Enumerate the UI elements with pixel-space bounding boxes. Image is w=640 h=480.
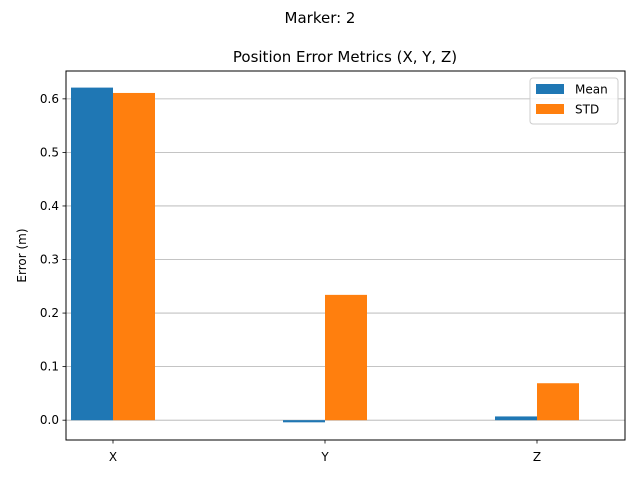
bar-std-z [537,383,579,421]
bar-mean-y [283,420,325,423]
y-axis-label: Error (m) [15,228,29,282]
y-tick-label: 0.5 [40,145,59,159]
y-tick-label: 0.6 [40,92,59,106]
plot-frame [65,70,626,441]
x-tick-label: Y [320,450,329,464]
legend-label-std: STD [575,103,599,117]
x-axis-ticks: X Y Z [109,440,541,464]
chart-title: Position Error Metrics (X, Y, Z) [233,48,457,66]
bars [71,87,579,423]
y-tick-label: 0.4 [40,199,59,213]
y-tick-label: 0.0 [40,413,59,427]
figure-suptitle: Marker: 2 [285,9,356,27]
legend-label-mean: Mean [575,83,608,97]
bar-std-x [113,92,155,421]
x-tick-label: Z [533,450,541,464]
x-tick-label: X [109,450,117,464]
y-tick-label: 0.1 [40,360,59,374]
bar-mean-z [495,416,537,421]
legend: Mean STD [529,77,619,125]
y-tick-label: 0.2 [40,306,59,320]
legend-swatch-std [536,104,564,114]
bar-mean-x [71,87,113,421]
y-tick-label: 0.3 [40,253,59,267]
y-axis-ticks: 0.0 0.1 0.2 0.3 0.4 0.5 0.6 [40,92,66,427]
bar-std-y [325,294,367,421]
legend-swatch-mean [536,84,564,94]
